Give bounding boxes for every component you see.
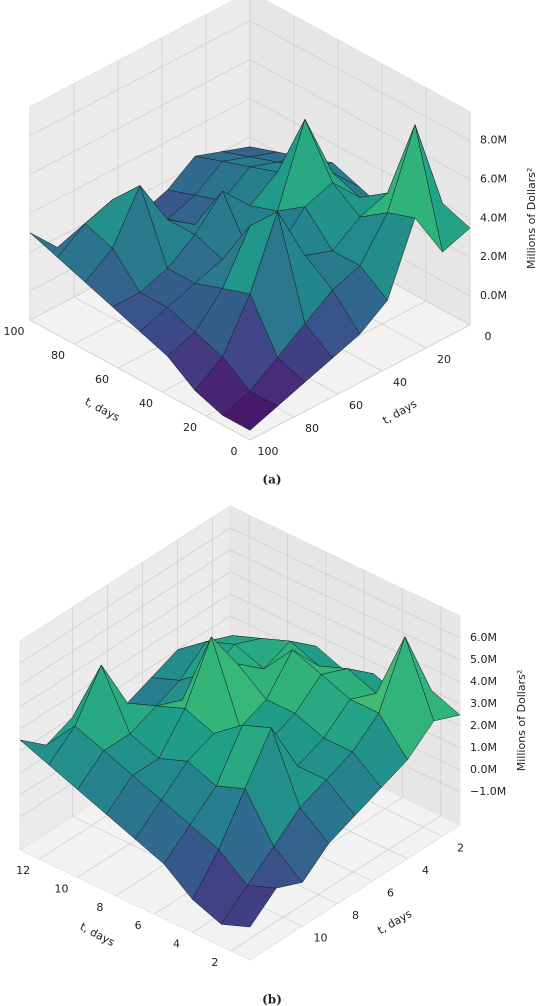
y-tick-label: 2	[457, 841, 464, 854]
x-tick-label: 0	[231, 445, 238, 458]
z-tick-label: 4.0M	[480, 211, 507, 224]
x-tick-label: 2	[211, 956, 218, 969]
y-axis-label: t, days	[375, 907, 414, 937]
surface-patch	[221, 885, 277, 928]
z-tick-label: 4.0M	[470, 675, 497, 688]
y-tick-label: 10	[314, 931, 328, 944]
z-tick-label: 6.0M	[470, 631, 497, 644]
panel-label: (a)	[262, 473, 281, 487]
z-tick-label: 1.0M	[470, 741, 497, 754]
x-tick-label: 80	[51, 349, 65, 362]
x-tick-label: 6	[135, 919, 142, 932]
y-tick-label: 40	[393, 376, 407, 389]
y-tick-label: 20	[437, 353, 451, 366]
y-tick-label: 6	[387, 886, 394, 899]
z-tick-label: 0.0M	[470, 763, 497, 776]
x-tick-label: 10	[55, 883, 69, 896]
z-tick-label: 5.0M	[470, 653, 497, 666]
grid-line	[19, 549, 461, 686]
grid-line	[19, 571, 461, 708]
z-tick-label: 3.0M	[470, 697, 497, 710]
grid-line	[29, 106, 251, 441]
y-tick-label: 8	[352, 909, 359, 922]
x-tick-label: 8	[96, 901, 103, 914]
panel-label: (b)	[262, 993, 282, 1006]
x-tick-label: 100	[4, 325, 25, 338]
y-tick-label: 80	[305, 422, 319, 435]
z-tick-label: 8.0M	[480, 134, 507, 147]
x-tick-label: 60	[95, 373, 109, 386]
z-tick-label: 0.0M	[480, 289, 507, 302]
y-tick-label: 4	[422, 864, 429, 877]
z-tick-label: 6.0M	[480, 173, 507, 186]
x-tick-label: 40	[139, 397, 153, 410]
x-axis-label: t, days	[78, 920, 117, 949]
y-tick-label: 100	[258, 445, 279, 458]
x-tick-label: 20	[183, 421, 197, 434]
grid-line	[29, 20, 471, 142]
z-tick-label: 2.0M	[470, 719, 497, 732]
x-axis-label: t, days	[83, 395, 122, 424]
z-axis-label: Millions of Dollars²	[525, 168, 538, 269]
grid-line	[29, 59, 471, 180]
grid-line	[19, 527, 461, 664]
x-tick-label: 4	[173, 938, 180, 951]
y-tick-label: 60	[349, 399, 363, 412]
grid-line	[19, 593, 461, 730]
z-axis-label: Millions of Dollars²	[515, 670, 528, 771]
y-axis-label: t, days	[380, 397, 419, 427]
z-tick-label: −1.0M	[470, 785, 506, 798]
grid-line	[230, 606, 442, 952]
surface-patch	[222, 390, 278, 431]
z-tick-label: 2.0M	[480, 250, 507, 263]
y-tick-label: 0	[485, 330, 492, 343]
x-tick-label: 12	[16, 864, 30, 877]
